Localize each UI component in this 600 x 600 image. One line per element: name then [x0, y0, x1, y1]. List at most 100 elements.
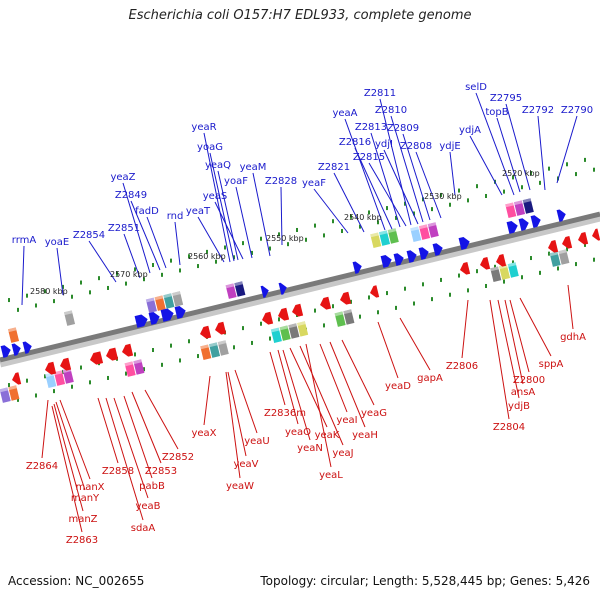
gene-block — [217, 340, 229, 356]
gene-block-highlight — [133, 359, 142, 365]
gene-block — [163, 293, 175, 309]
gene-label-reverse: ansA — [511, 387, 536, 398]
forward-gene-arrow — [458, 236, 470, 250]
leader-line — [277, 349, 299, 425]
tick-mark — [368, 210, 370, 215]
leader-line — [496, 117, 521, 193]
tick-mark — [341, 229, 343, 234]
reverse-gene-arrow — [278, 307, 290, 321]
genome-title: Escherichia coli O157:H7 EDL933, complet… — [128, 8, 472, 23]
tick-mark — [467, 198, 469, 203]
gene-block — [225, 283, 237, 299]
tick-mark — [62, 369, 64, 374]
tick-mark — [485, 283, 487, 288]
gene-block-group — [63, 310, 76, 326]
gene-block — [63, 310, 76, 326]
tick-mark — [395, 305, 397, 310]
gene-label-forward: Z2816 — [339, 137, 371, 148]
leader-line — [225, 371, 241, 479]
tick-mark — [152, 263, 154, 268]
gene-label-forward: yeaR — [191, 122, 216, 133]
tick-mark — [161, 272, 163, 277]
gene-block — [549, 251, 561, 267]
gene-block-highlight — [558, 249, 567, 255]
tick-mark — [548, 166, 550, 171]
tick-mark — [503, 189, 505, 194]
gene-label-reverse: yeaX — [191, 428, 216, 439]
gene-label-forward: Z2813 — [355, 122, 387, 133]
gene-label-forward: Z2792 — [522, 105, 554, 116]
gene-label-forward: Z2828 — [265, 176, 297, 187]
tick-mark — [44, 374, 46, 379]
gene-block — [8, 385, 20, 401]
tick-mark — [530, 256, 532, 261]
gene-label-forward: ydjA — [459, 125, 481, 136]
gene-label-reverse: gdhA — [560, 332, 586, 343]
tick-mark — [170, 258, 172, 263]
forward-gene-arrow — [393, 253, 404, 266]
leader-line — [269, 351, 286, 406]
gene-block — [370, 232, 382, 248]
tick-mark — [458, 188, 460, 193]
scale-label: 2580 kbp — [30, 287, 68, 296]
tick-mark — [188, 339, 190, 344]
gene-feature-layer — [0, 209, 600, 385]
reverse-gene-arrow — [45, 361, 57, 375]
gene-block — [145, 297, 157, 314]
reverse-gene-arrow — [480, 257, 491, 270]
tick-mark — [89, 290, 91, 295]
reverse-gene-arrow — [562, 236, 573, 249]
gene-block-highlight — [208, 342, 218, 348]
tick-mark — [332, 219, 334, 224]
gene-block-highlight — [370, 232, 379, 238]
tick-mark — [35, 393, 37, 398]
gene-block-highlight — [513, 200, 523, 206]
forward-gene-arrow — [260, 285, 269, 298]
forward-gene-arrow — [352, 261, 362, 274]
gene-label-forward: rrmA — [12, 235, 37, 246]
leader-line — [56, 247, 64, 296]
leader-line — [461, 299, 469, 359]
tick-mark — [161, 362, 163, 367]
gene-label-forward: yoaE — [45, 237, 69, 248]
leader-line — [105, 397, 144, 521]
tick-mark — [557, 266, 559, 271]
forward-gene-arrow — [22, 341, 32, 354]
leader-line — [55, 401, 86, 491]
gene-block — [133, 359, 145, 375]
leader-line — [329, 341, 366, 428]
gene-block-highlight — [163, 293, 172, 299]
gene-block — [498, 264, 511, 280]
gene-label-forward: Z2790 — [561, 105, 593, 116]
tick-mark — [260, 321, 262, 326]
gene-label-reverse: yeaI — [336, 415, 357, 426]
forward-gene-arrow — [432, 243, 443, 256]
leader-line — [299, 345, 344, 446]
leader-line — [567, 284, 574, 330]
forward-gene-arrow — [418, 247, 429, 260]
tick-mark — [323, 323, 325, 328]
gene-block-group — [270, 321, 309, 344]
gene-block-group — [505, 198, 534, 218]
genome-summary-text: Topology: circular; Length: 5,528,445 bp… — [260, 574, 590, 588]
gene-label-reverse: Z2836m — [264, 408, 306, 419]
tick-mark — [512, 260, 514, 265]
gene-label-reverse: yeaD — [385, 381, 411, 392]
leader-line — [489, 299, 510, 420]
leader-line — [217, 170, 239, 261]
reverse-gene-arrow — [200, 325, 212, 339]
gene-block-group — [7, 327, 20, 343]
scale-label: 2570 kbp — [110, 270, 148, 279]
reverse-gene-arrow — [106, 347, 119, 361]
reverse-gene-arrow — [496, 254, 507, 267]
gene-block — [505, 202, 517, 218]
gene-label-reverse: manY — [71, 493, 100, 504]
gene-block-highlight — [200, 344, 209, 350]
forward-gene-arrow — [380, 254, 392, 268]
gene-block — [522, 198, 534, 214]
gene-label-reverse: Z2853 — [145, 466, 177, 477]
gene-label-forward: yeaM — [240, 162, 267, 173]
tick-mark — [251, 250, 253, 255]
gene-block-highlight — [145, 297, 155, 303]
tick-mark — [260, 236, 262, 241]
